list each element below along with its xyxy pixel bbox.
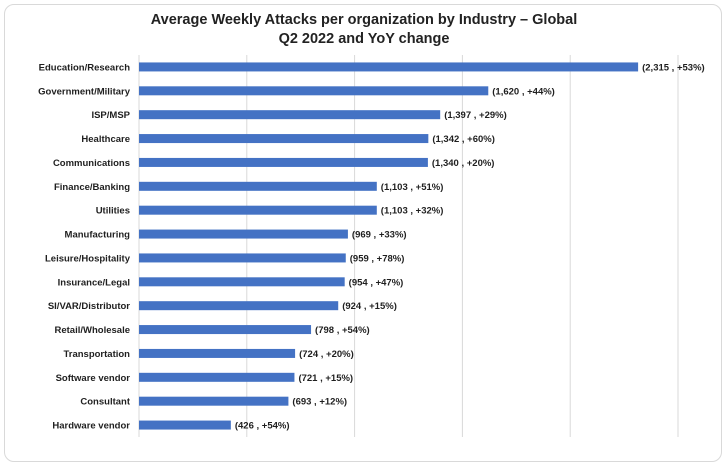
bar — [139, 157, 428, 167]
category-label: Insurance/Legal — [58, 277, 130, 288]
bar — [139, 325, 312, 335]
data-label: (798 , +54%) — [315, 325, 370, 336]
bar — [139, 86, 489, 96]
chart-title: Average Weekly Attacks per organization … — [150, 12, 578, 28]
category-label: Consultant — [80, 397, 130, 408]
data-label: (724 , +20%) — [299, 349, 354, 360]
data-label: (1,342 , +60%) — [432, 134, 495, 145]
category-label: SI/VAR/Distributor — [48, 301, 130, 312]
data-label: (1,103 , +32%) — [381, 206, 444, 217]
category-label: Manufacturing — [65, 230, 131, 241]
data-label: (924 , +15%) — [342, 301, 397, 312]
bar — [139, 229, 348, 239]
data-label: (1,397 , +29%) — [444, 110, 507, 121]
data-label: (969 , +33%) — [352, 230, 407, 241]
data-label: (1,620 , +44%) — [492, 86, 555, 97]
chart-frame — [4, 4, 722, 462]
category-label: Retail/Wholesale — [55, 325, 131, 336]
data-label: (721 , +15%) — [298, 373, 353, 384]
data-label: (954 , +47%) — [349, 277, 404, 288]
category-label: Finance/Banking — [54, 182, 130, 193]
bar — [139, 134, 429, 144]
category-label: Communications — [53, 158, 130, 169]
data-label: (426 , +54%) — [235, 421, 290, 432]
bar — [139, 372, 295, 382]
category-label: Education/Research — [39, 62, 131, 73]
data-label: (1,103 , +51%) — [381, 182, 444, 193]
data-label: (693 , +12%) — [292, 397, 347, 408]
bar — [139, 253, 346, 263]
bar — [139, 205, 377, 215]
category-label: Software vendor — [56, 373, 131, 384]
bar — [139, 420, 231, 430]
category-label: Leisure/Hospitality — [45, 253, 131, 264]
category-label: Government/Military — [38, 86, 131, 97]
bar — [139, 396, 289, 406]
data-label: (2,315 , +53%) — [642, 62, 705, 73]
chart-subtitle: Q2 2022 and YoY change — [278, 31, 450, 47]
bar — [139, 277, 345, 287]
category-label: ISP/MSP — [91, 110, 130, 121]
category-label: Transportation — [63, 349, 130, 360]
bar — [139, 348, 296, 358]
data-label: (1,340 , +20%) — [432, 158, 495, 169]
bar — [139, 62, 639, 72]
category-label: Healthcare — [81, 134, 130, 145]
bar — [139, 110, 441, 120]
bar — [139, 301, 339, 311]
category-label: Utilities — [96, 206, 130, 217]
bar — [139, 181, 377, 191]
category-label: Hardware vendor — [52, 421, 130, 432]
data-label: (959 , +78%) — [350, 253, 405, 264]
